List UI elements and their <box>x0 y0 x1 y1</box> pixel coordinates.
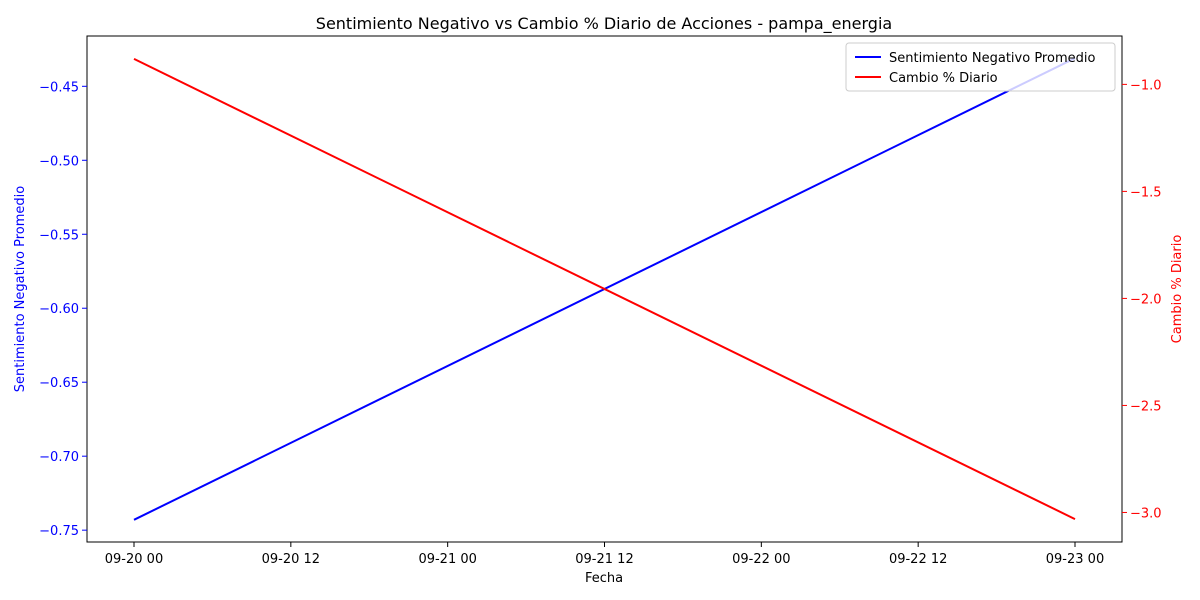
x-tick-label: 09-23 00 <box>1046 552 1104 567</box>
right-tick-label: −2.5 <box>1130 399 1162 414</box>
left-tick-label: −0.45 <box>39 80 79 95</box>
right-tick-label: −1.5 <box>1130 185 1162 200</box>
legend: Sentimiento Negativo Promedio Cambio % D… <box>845 42 1116 92</box>
x-axis-label: Fecha <box>585 571 623 586</box>
series-lines <box>133 57 1076 521</box>
left-tick-label: −0.70 <box>39 450 79 465</box>
x-axis: 09-20 00 09-20 12 09-21 00 09-21 12 09-22 00… <box>105 542 1104 567</box>
legend-box <box>845 42 1116 92</box>
x-tick-label: 09-22 00 <box>732 552 790 567</box>
right-tick-label: −2.0 <box>1130 292 1162 307</box>
right-y-axis: −1.0 −1.5 −2.0 −2.5 −3.0 <box>1122 78 1162 521</box>
x-tick-label: 09-21 00 <box>418 552 476 567</box>
left-tick-label: −0.50 <box>39 154 79 169</box>
legend-label-sentiment: Sentimiento Negativo Promedio <box>889 51 1095 66</box>
x-tick-label: 09-20 12 <box>262 552 320 567</box>
left-tick-label: −0.65 <box>39 376 79 391</box>
left-y-axis: −0.45 −0.50 −0.55 −0.60 −0.65 −0.70 −0.75 <box>39 80 87 539</box>
x-tick-label: 09-20 00 <box>105 552 163 567</box>
right-axis-label: Cambio % Diario <box>1170 235 1185 344</box>
x-tick-label: 09-22 12 <box>889 552 947 567</box>
x-tick-label: 09-21 12 <box>575 552 633 567</box>
left-axis-label: Sentimiento Negativo Promedio <box>13 186 28 392</box>
right-tick-label: −3.0 <box>1130 506 1162 521</box>
left-tick-label: −0.75 <box>39 524 79 539</box>
series-line-daily-change <box>133 58 1076 520</box>
left-tick-label: −0.55 <box>39 228 79 243</box>
legend-label-change: Cambio % Diario <box>889 71 998 86</box>
chart-title: Sentimiento Negativo vs Cambio % Diario … <box>316 14 892 34</box>
right-tick-label: −1.0 <box>1130 78 1162 93</box>
left-tick-label: −0.60 <box>39 302 79 317</box>
